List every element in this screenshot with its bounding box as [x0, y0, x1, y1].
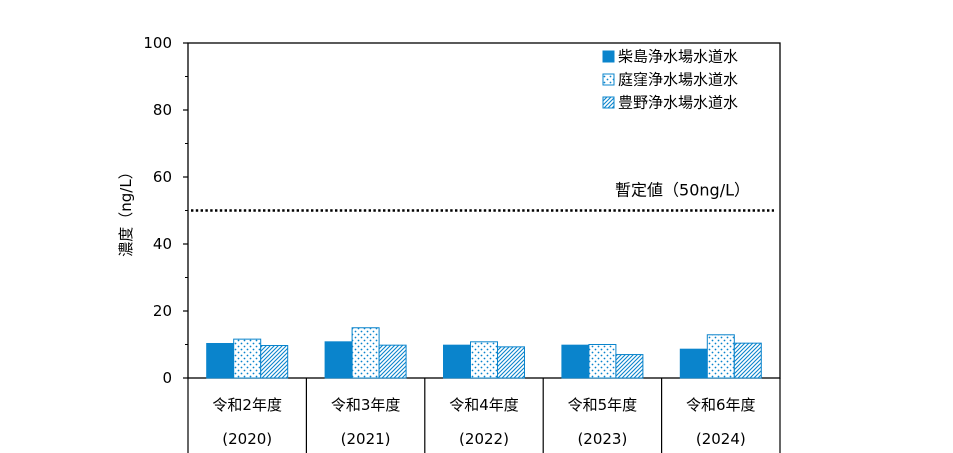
category-year-label: (2022)	[459, 430, 509, 448]
category-year-label: (2024)	[696, 430, 746, 448]
category-label: 令和3年度	[331, 396, 401, 414]
bar-dots	[233, 338, 262, 379]
legend-label: 庭窪浄水場水道水	[618, 71, 738, 89]
reference-line-label: 暫定値（50ng/L）	[615, 181, 750, 200]
bar-dots	[588, 344, 617, 379]
bar-solid	[679, 348, 708, 379]
category-label: 令和5年度	[568, 396, 638, 414]
y-tick-label: 80	[153, 101, 172, 119]
category-year-label: (2020)	[222, 430, 272, 448]
legend-label: 豊野浄水場水道水	[618, 94, 738, 112]
legend-swatch	[602, 50, 615, 63]
y-tick-label: 100	[143, 34, 172, 52]
y-axis-label: 濃度（ng/L）	[117, 164, 135, 256]
bar-hatch	[378, 344, 407, 379]
y-tick-label: 40	[153, 235, 172, 253]
bar-dots	[351, 327, 380, 379]
bar-solid	[206, 342, 235, 379]
category-label: 令和6年度	[686, 396, 756, 414]
y-tick-label: 20	[153, 302, 172, 320]
legend-label: 柴島浄水場水道水	[618, 48, 738, 66]
category-label: 令和4年度	[449, 396, 519, 414]
bar-solid	[443, 344, 471, 379]
bar-hatch	[260, 345, 289, 379]
bar-hatch	[497, 346, 525, 379]
bar-hatch	[733, 342, 762, 379]
bar-dots	[470, 341, 498, 379]
legend-swatch	[602, 73, 615, 86]
y-tick-label: 0	[162, 369, 172, 387]
bar-solid	[561, 344, 590, 379]
category-label: 令和2年度	[212, 396, 282, 414]
category-year-label: (2021)	[341, 430, 391, 448]
bar-dots	[706, 334, 735, 379]
legend-swatch	[602, 96, 615, 109]
bar-hatch	[615, 354, 644, 379]
y-tick-label: 60	[153, 168, 172, 186]
bar-solid	[324, 341, 353, 379]
category-year-label: (2023)	[577, 430, 627, 448]
